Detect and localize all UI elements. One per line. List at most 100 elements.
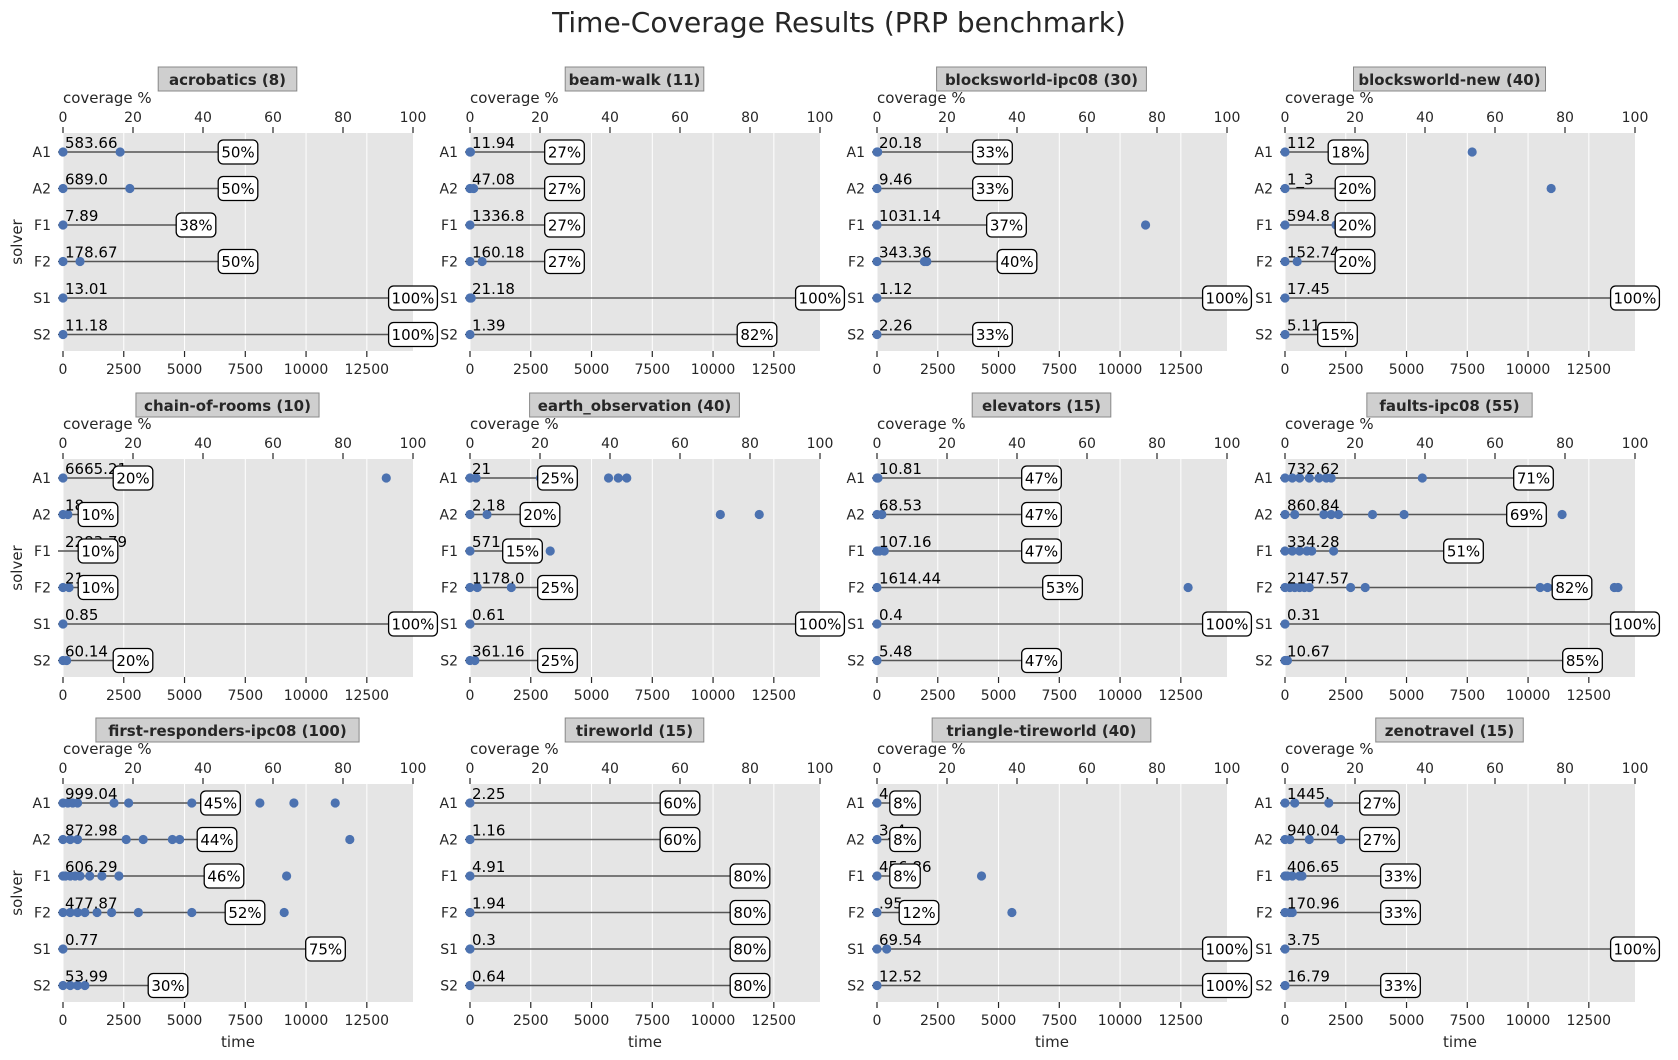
data-point [1399, 509, 1409, 520]
x-tick-label: 10000 [691, 688, 736, 704]
panel-background [470, 459, 820, 677]
point-label: 0.3 [472, 931, 496, 949]
x-axis-title: time [221, 1033, 255, 1051]
data-point [1326, 473, 1336, 483]
data-point [754, 509, 764, 520]
coverage-label: 20% [1338, 253, 1371, 271]
coverage-badge [544, 212, 585, 238]
data-point [1280, 509, 1290, 520]
y-tick-label: F2 [441, 581, 458, 597]
coverage-badge [889, 790, 921, 816]
point-label: 999.04 [65, 785, 118, 803]
figure-title: Time-Coverage Results (PRP benchmark) [552, 6, 1126, 39]
coverage-badge [544, 139, 585, 165]
coverage-label: 60% [663, 795, 696, 813]
data-point [107, 907, 117, 918]
data-point [1292, 256, 1302, 267]
coverage-label: 25% [541, 652, 574, 670]
data-point [1314, 473, 1324, 483]
panel-background [470, 784, 820, 1002]
point-label: 7.89 [65, 207, 98, 225]
coverage-label: 33% [976, 326, 1009, 344]
data-point [873, 473, 883, 483]
y-tick-label: A1 [847, 796, 865, 812]
data-point [872, 220, 882, 230]
point-label: 152.74 [1287, 244, 1340, 262]
coverage-badge [1334, 212, 1376, 238]
y-tick-label: F1 [441, 218, 458, 234]
data-point [1417, 473, 1427, 483]
x2-tick-label: 100 [1622, 761, 1649, 777]
x2-tick-label: 0 [59, 110, 68, 126]
x-tick-label: 2500 [513, 1013, 549, 1029]
coverage-badge [305, 936, 346, 962]
data-point [58, 907, 68, 918]
x-tick-label: 10000 [691, 362, 736, 378]
x-tick-label: 2500 [1328, 1013, 1364, 1029]
x-tick-label: 0 [466, 362, 475, 378]
coverage-badge [217, 175, 259, 202]
x-tick-label: 10000 [691, 1013, 736, 1029]
x2-tick-label: 100 [1622, 436, 1649, 452]
x-tick-label: 5000 [981, 1013, 1017, 1029]
point-label: 872.98 [65, 822, 118, 840]
data-point [1324, 798, 1334, 808]
coverage-badge [203, 863, 245, 889]
data-point [1546, 183, 1556, 194]
data-point [465, 944, 475, 954]
coverage-badge [736, 321, 778, 348]
data-point [124, 798, 134, 808]
coverage-badge [1551, 574, 1593, 601]
data-point [1294, 546, 1305, 556]
x-tick-label: 7500 [1041, 362, 1077, 378]
point-label: 1.12 [879, 280, 912, 298]
point-label: 1031.14 [879, 207, 941, 225]
data-point [1329, 546, 1339, 556]
point-label: 361.16 [472, 643, 525, 661]
panel-title: zenotravel (15) [1385, 722, 1514, 740]
x-tick-label: 0 [873, 688, 882, 704]
data-point [58, 256, 68, 267]
point-label: .95 [879, 895, 903, 913]
x2-tick-label: 0 [1281, 761, 1290, 777]
coverage-label: 10% [81, 543, 114, 561]
data-point [58, 293, 68, 303]
x2-tick-label: 20 [124, 761, 142, 777]
data-point [1280, 546, 1290, 556]
y-tick-label: S2 [440, 654, 458, 670]
data-point [1319, 509, 1329, 520]
coverage-label: 50% [221, 253, 254, 271]
x2-tick-label: 60 [264, 110, 282, 126]
y-tick-label: F2 [34, 581, 51, 597]
coverage-label: 33% [976, 144, 1009, 162]
coverage-label: 8% [893, 868, 917, 886]
coverage-label: 10% [81, 506, 114, 524]
panel-title-box [564, 717, 705, 743]
x2-tick-label: 80 [1148, 761, 1166, 777]
y-tick-label: A1 [440, 145, 458, 161]
coverage-label: 44% [200, 831, 233, 849]
data-point [1280, 798, 1290, 808]
y-tick-label: F1 [34, 218, 51, 234]
x-tick-label: 0 [873, 362, 882, 378]
x-tick-label: 12500 [1567, 1013, 1612, 1029]
x-axis-title: time [1443, 1033, 1477, 1051]
x-tick-label: 5000 [981, 362, 1017, 378]
coverage-badge [147, 972, 189, 999]
data-point [115, 147, 125, 157]
x-tick-label: 7500 [1449, 1013, 1485, 1029]
coverage-badge [659, 826, 701, 853]
x2-tick-label: 40 [1008, 110, 1026, 126]
x-tick-label: 7500 [227, 688, 263, 704]
point-label: 47.08 [472, 171, 515, 189]
data-point [545, 546, 555, 556]
coverage-badge [794, 611, 846, 637]
data-point [1287, 473, 1297, 483]
x-tick-label: 12500 [345, 688, 390, 704]
x-tick-label: 2500 [1328, 688, 1364, 704]
coverage-badge [794, 285, 846, 311]
point-label: 60.14 [65, 643, 108, 661]
panel-title: triangle-tireworld (40) [947, 722, 1137, 740]
x2-tick-label: 100 [400, 761, 427, 777]
x2-tick-label: 0 [466, 110, 475, 126]
